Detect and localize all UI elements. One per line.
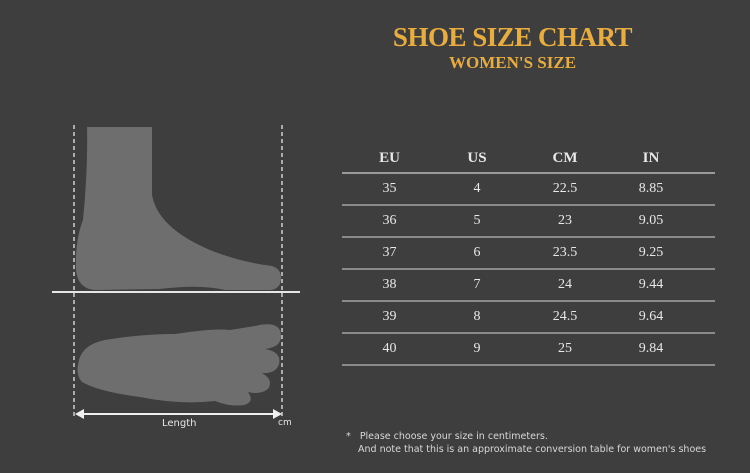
- cell-in: 9.64: [638, 309, 664, 324]
- header-us: US: [467, 150, 487, 166]
- table-row: 36 5 23 9.05: [342, 206, 715, 238]
- cell-in: 9.25: [638, 245, 664, 260]
- cell-us: 8: [473, 309, 481, 324]
- cell-us: 6: [473, 245, 481, 260]
- cell-us: 4: [473, 181, 481, 196]
- cell-in: 9.84: [638, 341, 664, 356]
- size-table: EU US CM IN 35 4 22.5 8.85 36 5 23 9.05 37 6 23.…: [342, 145, 715, 366]
- table-row: 35 4 22.5 8.85: [342, 174, 715, 206]
- cell-us: 9: [473, 341, 481, 356]
- cell-cm: 24: [558, 277, 572, 292]
- chart-subtitle: WOMEN'S SIZE: [448, 53, 577, 72]
- footnote: * Please choose your size in centimeters…: [346, 430, 706, 456]
- cell-cm: 23: [558, 213, 572, 228]
- cell-in: 9.44: [638, 277, 664, 292]
- cell-eu: 37: [382, 245, 397, 260]
- length-label: Length: [162, 418, 197, 429]
- cell-cm: 25: [558, 341, 572, 356]
- foot-measurement-diagram: [52, 125, 300, 419]
- table-row: 38 7 24 9.44: [342, 270, 715, 302]
- cell-in: 8.85: [638, 181, 664, 196]
- footnote-line-1: Please choose your size in centimeters.: [359, 431, 548, 442]
- cell-us: 5: [473, 213, 481, 228]
- cell-us: 7: [473, 277, 481, 292]
- table-header: EU US CM IN: [342, 145, 715, 174]
- cell-eu: 40: [382, 341, 397, 356]
- cell-eu: 36: [382, 213, 397, 228]
- side-foot-icon: [75, 127, 281, 291]
- unit-label: cm: [278, 418, 292, 428]
- cell-eu: 39: [382, 309, 397, 324]
- header-in: IN: [642, 150, 660, 166]
- table-row: 39 8 24.5 9.64: [342, 302, 715, 334]
- header-cm: CM: [552, 150, 578, 166]
- footnote-bullet: *: [346, 431, 351, 442]
- cell-in: 9.05: [638, 213, 664, 228]
- top-foot-icon: [77, 324, 282, 406]
- cell-cm: 24.5: [552, 309, 578, 324]
- cell-cm: 22.5: [552, 181, 578, 196]
- length-arrow: [75, 409, 282, 419]
- chart-title: SHOE SIZE CHART: [392, 22, 633, 52]
- cell-eu: 38: [382, 277, 397, 292]
- footnote-line-2: And note that this is an approximate con…: [358, 444, 707, 455]
- cell-cm: 23.5: [552, 245, 578, 260]
- header-eu: EU: [379, 150, 400, 166]
- cell-eu: 35: [382, 181, 397, 196]
- table-row: 37 6 23.5 9.25: [342, 238, 715, 270]
- table-row: 40 9 25 9.84: [342, 334, 715, 366]
